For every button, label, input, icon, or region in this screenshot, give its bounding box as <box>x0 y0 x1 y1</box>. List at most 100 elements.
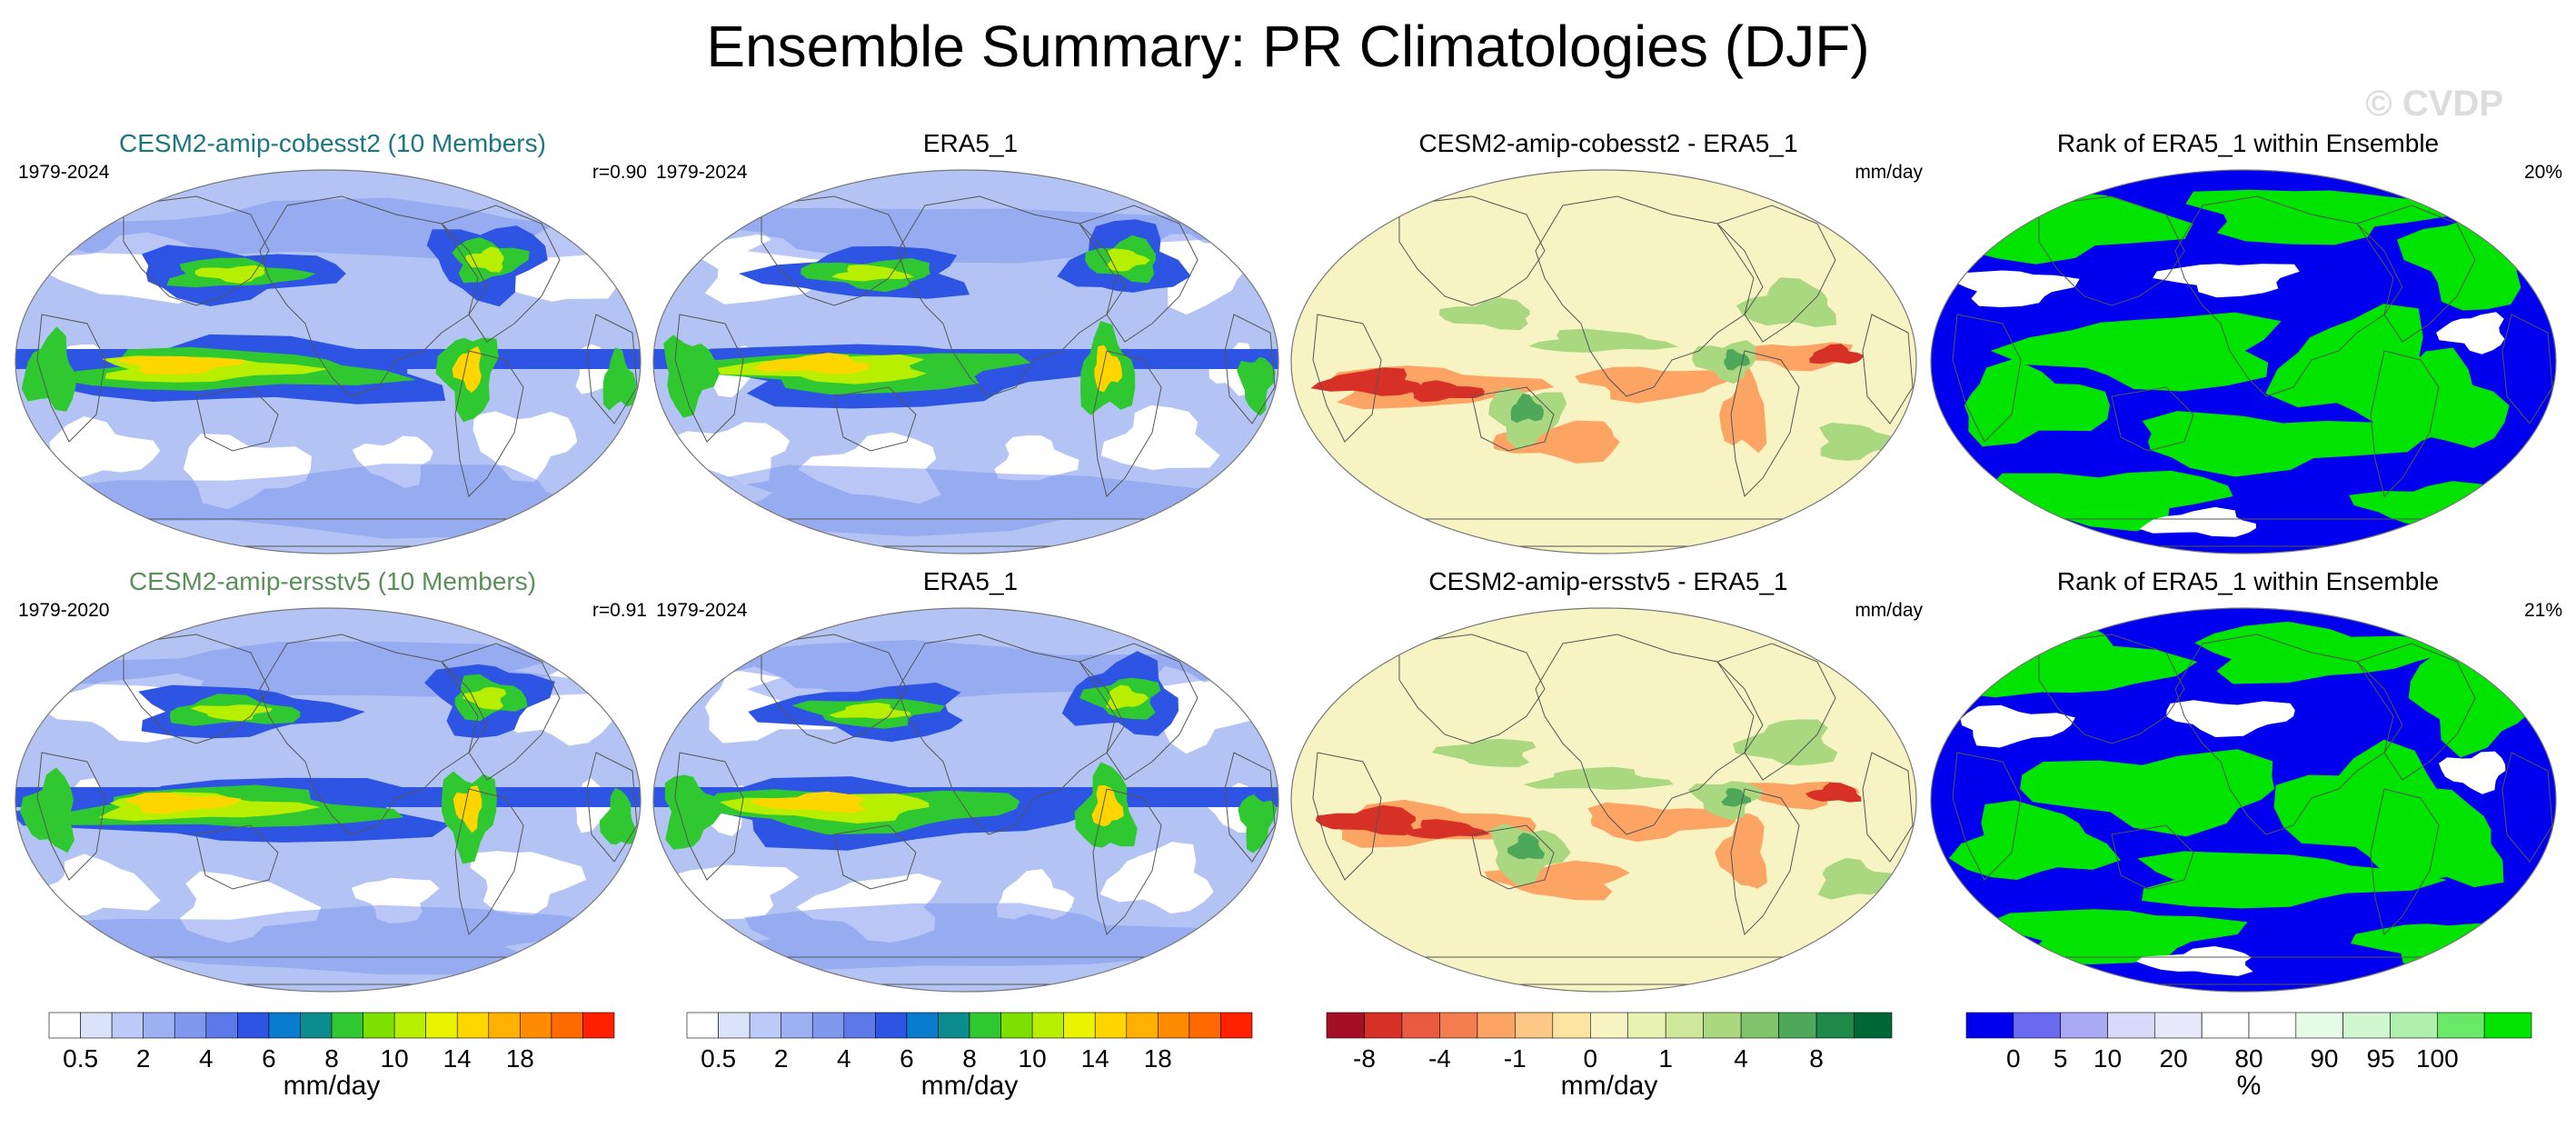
colorbar-swatch <box>331 1012 363 1039</box>
colorbar-swatch <box>1589 1012 1629 1039</box>
colorbar-swatches: 0.5 2 4 6 8 10 14 18 <box>48 1012 615 1073</box>
panel-period: 1979-2020 <box>18 600 110 621</box>
colorbar: -8 -4 -1 0 1 4 8 mm/day <box>1323 1011 1895 1120</box>
diff-map <box>1290 169 1917 554</box>
colorbar-tick-label: 100 <box>2416 1044 2459 1071</box>
panel-period: 1979-2024 <box>656 162 748 183</box>
colorbar-tick-label: 5 <box>2054 1044 2068 1071</box>
colorbar-tick-label: 0.5 <box>63 1044 98 1071</box>
colorbar-swatches: 0 5 10 20 80 90 95 100 <box>1965 1012 2532 1073</box>
colorbar-swatch <box>1740 1012 1779 1039</box>
map-panel: CESM2-amip-cobesst2 - ERA5_1 mm/day <box>1290 129 1926 556</box>
colorbar-tick-label: 10 <box>1019 1044 1047 1071</box>
colorbar-tick-label: 90 <box>2310 1044 2338 1071</box>
colorbar-swatch <box>1094 1012 1128 1039</box>
colorbar-tick-label: 6 <box>900 1044 914 1071</box>
panel-period: 1979-2024 <box>18 162 110 183</box>
colorbar-swatch <box>2248 1012 2297 1039</box>
colorbar-swatch <box>582 1012 615 1039</box>
panel-title: CESM2-amip-cobesst2 - ERA5_1 <box>1418 129 1798 157</box>
colorbar-swatch <box>1220 1012 1253 1039</box>
colorbar-swatch <box>1364 1012 1403 1039</box>
colorbar-swatch <box>488 1012 521 1039</box>
colorbar-swatch <box>268 1012 301 1039</box>
colorbar-swatch <box>519 1012 552 1039</box>
panel-stat: 20% <box>2523 162 2562 183</box>
clim-map <box>652 607 1279 993</box>
colorbar-units-label: mm/day <box>920 1071 1019 1101</box>
colorbar-swatch <box>2342 1012 2391 1039</box>
panel-stat: mm/day <box>1855 600 1923 621</box>
colorbar-units-label: mm/day <box>1560 1071 1658 1101</box>
colorbar-swatch <box>300 1012 333 1039</box>
colorbar-swatch <box>749 1012 781 1039</box>
colorbar-tick-label: 20 <box>2160 1044 2188 1071</box>
panel-title: ERA5_1 <box>922 129 1019 157</box>
map-panel: ERA5_1 1979-2024 <box>652 567 1288 994</box>
panel-title: Rank of ERA5_1 within Ensemble <box>2056 567 2440 595</box>
colorbar-swatch <box>1854 1012 1893 1039</box>
colorbar-swatch <box>237 1012 270 1039</box>
colorbar-units-label: % <box>2236 1071 2262 1101</box>
colorbar-tick-label: 0.5 <box>701 1044 736 1071</box>
colorbar-tick-label: -1 <box>1504 1044 1527 1071</box>
clim-map <box>15 607 642 993</box>
map-panel: CESM2-amip-ersstv5 - ERA5_1 mm/day <box>1290 567 1926 994</box>
colorbar-tick-label: 14 <box>1081 1044 1109 1071</box>
colorbar-tick-label: 4 <box>1734 1044 1748 1071</box>
colorbar-swatch <box>811 1012 845 1039</box>
colorbar-swatch <box>1126 1012 1159 1039</box>
panel-title: Rank of ERA5_1 within Ensemble <box>2056 129 2440 157</box>
rank-map <box>1930 607 2557 993</box>
panel-title: ERA5_1 <box>922 567 1019 595</box>
panel-title: CESM2-amip-cobesst2 (10 Members) <box>119 129 546 157</box>
panel-period: 1979-2024 <box>656 600 748 621</box>
colorbar-swatches: 0.5 2 4 6 8 10 14 18 <box>686 1012 1253 1073</box>
colorbar-swatch <box>718 1012 751 1039</box>
colorbar-swatch <box>686 1012 719 1039</box>
colorbar-tick-label: 1 <box>1658 1044 1673 1071</box>
colorbar-swatch <box>111 1012 144 1039</box>
colorbar-tick-label: 10 <box>381 1044 409 1071</box>
colorbar-swatch <box>2201 1012 2250 1039</box>
colorbar-swatch <box>1157 1012 1190 1039</box>
colorbar-swatch <box>2060 1012 2108 1039</box>
rank-map <box>1930 169 2557 554</box>
colorbar-swatch <box>1552 1012 1591 1039</box>
map-panel: ERA5_1 1979-2024 <box>652 129 1288 556</box>
figure-title: Ensemble Summary: PR Climatologies (DJF) <box>706 14 1870 79</box>
colorbar-tick-label: 80 <box>2234 1044 2263 1071</box>
colorbar-swatch <box>969 1012 1001 1039</box>
colorbar-swatch <box>843 1012 876 1039</box>
colorbar-tick-label: 0 <box>2006 1044 2021 1071</box>
colorbar-swatch <box>875 1012 908 1039</box>
colorbar-tick-label: 2 <box>774 1044 789 1071</box>
colorbar-swatch <box>393 1012 427 1039</box>
colorbar: 0.5 2 4 6 8 10 14 18 mm/day <box>683 1011 1256 1120</box>
diff-map <box>1290 607 1917 993</box>
colorbar-swatch <box>1439 1012 1478 1039</box>
map-panel: Rank of ERA5_1 within Ensemble 21% <box>1930 567 2566 994</box>
colorbar-tick-label: 4 <box>199 1044 214 1071</box>
panel-stat: r=0.91 <box>592 600 647 621</box>
colorbar-swatch <box>551 1012 583 1039</box>
colorbar-swatch <box>1401 1012 1440 1039</box>
colorbar-tick-label: 4 <box>837 1044 851 1071</box>
colorbar-swatch <box>906 1012 939 1039</box>
colorbar-swatch <box>456 1012 490 1039</box>
colorbar-swatch <box>1665 1012 1705 1039</box>
colorbar-swatch <box>1965 1012 2014 1039</box>
colorbar-tick-label: 14 <box>443 1044 472 1071</box>
panel-stat: r=0.90 <box>592 162 647 183</box>
colorbar-swatch <box>48 1012 81 1039</box>
colorbar-swatch <box>2107 1012 2155 1039</box>
colorbar-tick-label: 8 <box>324 1044 339 1071</box>
colorbar-swatch <box>174 1012 207 1039</box>
panel-title: CESM2-amip-ersstv5 (10 Members) <box>128 567 537 595</box>
colorbar-swatch <box>781 1012 813 1039</box>
colorbar: 0.5 2 4 6 8 10 14 18 mm/day <box>45 1011 618 1120</box>
colorbar-tick-label: 95 <box>2367 1044 2395 1071</box>
colorbar-swatches: -8 -4 -1 0 1 4 8 <box>1326 1012 1893 1073</box>
colorbar-swatch <box>1000 1012 1033 1039</box>
colorbar-swatch <box>425 1012 458 1039</box>
